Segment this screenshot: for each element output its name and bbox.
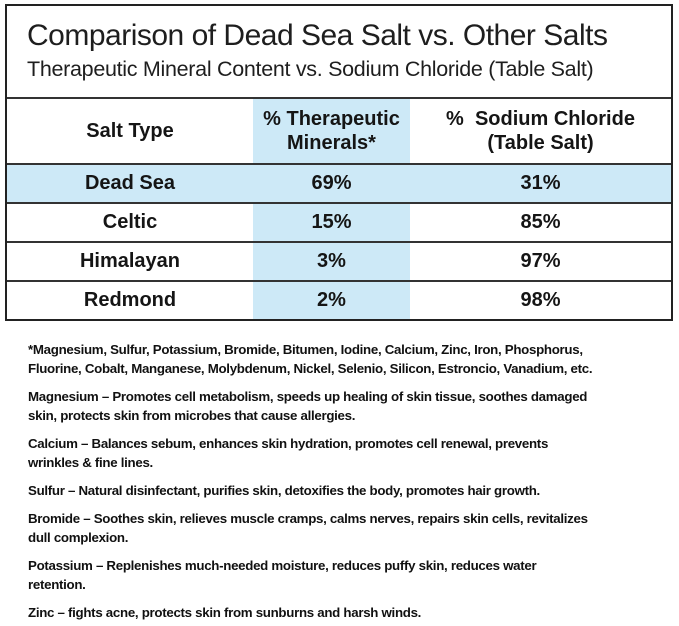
page-title: Comparison of Dead Sea Salt vs. Other Sa… bbox=[27, 19, 608, 52]
sodium-chloride-cell: 85% bbox=[520, 211, 561, 233]
footnote-potassium: Potassium – Replenishes much-needed mois… bbox=[28, 558, 537, 592]
salt-type-cell: Celtic bbox=[102, 211, 158, 233]
table-row-dead-sea: Dead Sea 69% 31% bbox=[7, 163, 671, 202]
footnote-magnesium: Magnesium – Promotes cell metabolism, sp… bbox=[28, 389, 588, 423]
salt-type-cell: Redmond bbox=[83, 289, 177, 311]
title-area: Comparison of Dead Sea Salt vs. Other Sa… bbox=[7, 6, 671, 97]
footnote-bromide: Bromide – Soothes skin, relieves muscle … bbox=[28, 511, 588, 545]
column-header-therapeutic-minerals: % Therapeutic Minerals* bbox=[253, 99, 410, 163]
therapeutic-minerals-cell: 69% bbox=[253, 165, 410, 202]
column-header-sodium-chloride: % Sodium Chloride (Table Salt) bbox=[446, 108, 635, 154]
salt-type-cell: Dead Sea bbox=[7, 165, 253, 202]
table-header-row: Salt Type % Therapeutic Minerals* % Sodi… bbox=[7, 97, 671, 163]
table-row-celtic: Celtic 15% 85% bbox=[7, 202, 671, 241]
comparison-table: Salt Type % Therapeutic Minerals* % Sodi… bbox=[7, 97, 671, 319]
page-subtitle: Therapeutic Mineral Content vs. Sodium C… bbox=[27, 57, 594, 81]
table-row-himalayan: Himalayan 3% 97% bbox=[7, 241, 671, 280]
footnotes: *Magnesium, Sulfur, Potassium, Bromide, … bbox=[28, 340, 673, 626]
therapeutic-minerals-cell: 15% bbox=[253, 204, 410, 241]
salt-type-cell: Himalayan bbox=[79, 250, 181, 272]
therapeutic-minerals-cell: 2% bbox=[253, 282, 410, 319]
therapeutic-minerals-cell: 3% bbox=[253, 243, 410, 280]
table-row-redmond: Redmond 2% 98% bbox=[7, 280, 671, 319]
footnote-calcium: Calcium – Balances sebum, enhances skin … bbox=[28, 436, 549, 470]
footnote-zinc: Zinc – fights acne, protects skin from s… bbox=[28, 605, 422, 620]
title-and-table-box: Comparison of Dead Sea Salt vs. Other Sa… bbox=[5, 4, 673, 321]
sodium-chloride-cell: 31% bbox=[410, 165, 671, 202]
footnote-minerals-list: *Magnesium, Sulfur, Potassium, Bromide, … bbox=[28, 342, 593, 376]
column-header-salt-type: Salt Type bbox=[86, 120, 174, 142]
sodium-chloride-cell: 98% bbox=[520, 289, 561, 311]
footnote-sulfur: Sulfur – Natural disinfectant, purifies … bbox=[28, 483, 540, 498]
sodium-chloride-cell: 97% bbox=[520, 250, 561, 272]
